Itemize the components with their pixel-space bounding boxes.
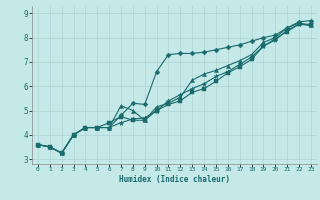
X-axis label: Humidex (Indice chaleur): Humidex (Indice chaleur) — [119, 175, 230, 184]
